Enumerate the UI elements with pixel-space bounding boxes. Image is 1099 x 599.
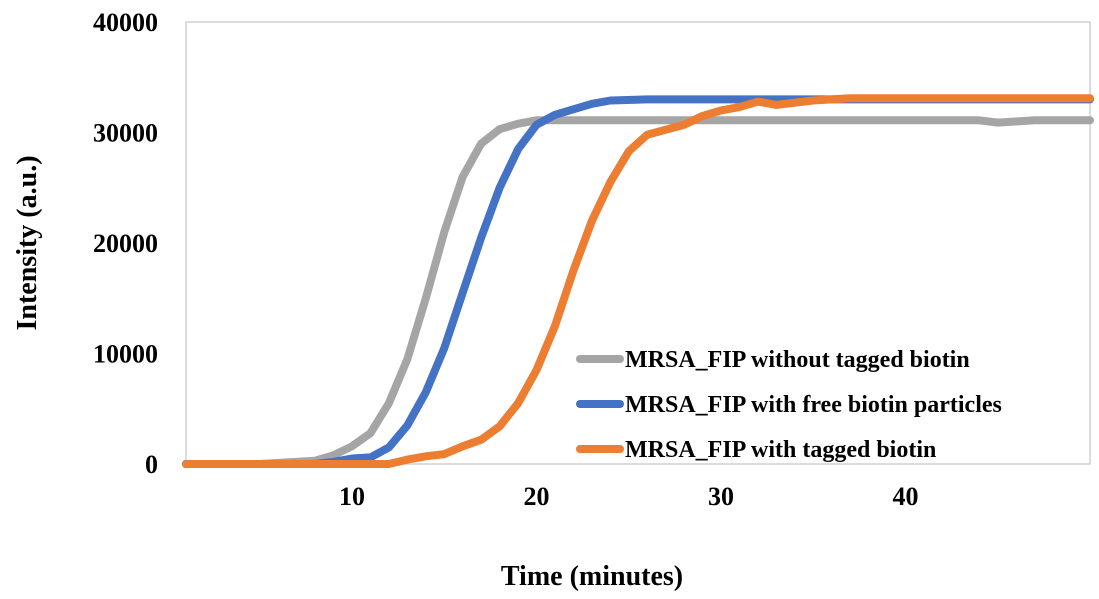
- series-line-2: [182, 94, 1094, 468]
- x-tick-label: 20: [524, 482, 550, 511]
- legend-label-2: MRSA_FIP with tagged biotin: [625, 437, 936, 463]
- y-tick-label: 30000: [93, 119, 158, 148]
- y-tick-labels: 0 10000 20000 30000 40000: [93, 8, 158, 479]
- series-layer: [182, 94, 1094, 468]
- y-tick-label: 10000: [93, 340, 158, 369]
- legend-label-1: MRSA_FIP with free biotin particles: [625, 392, 1002, 418]
- plot-area: [185, 21, 1091, 465]
- y-axis-title: Intensity (a.u.): [12, 155, 43, 330]
- x-axis-title: Time (minutes): [501, 561, 683, 592]
- x-tick-labels: 10 20 30 40: [339, 482, 918, 511]
- legend-label-0: MRSA_FIP without tagged biotin: [625, 347, 970, 373]
- x-tick-label: 10: [339, 482, 365, 511]
- series-line-0: [182, 116, 1094, 468]
- series-line-1: [182, 95, 1094, 468]
- y-tick-label: 40000: [93, 8, 158, 37]
- legend: MRSA_FIP without tagged biotin MRSA_FIP w…: [576, 347, 1002, 463]
- x-tick-label: 40: [893, 482, 919, 511]
- y-tick-label: 20000: [93, 229, 158, 258]
- y-tick-label: 0: [145, 450, 158, 479]
- x-tick-label: 30: [708, 482, 734, 511]
